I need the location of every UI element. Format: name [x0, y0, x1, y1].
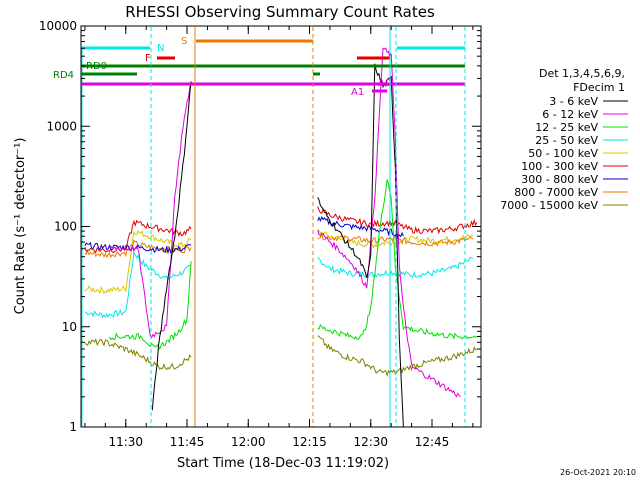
x-tick-label: 12:30	[353, 435, 388, 449]
x-tick-label: 12:15	[292, 435, 327, 449]
series-line-12-25kev-seg0	[108, 261, 192, 351]
y-tick-label: 10000	[39, 19, 77, 33]
y-tick-label: 100	[54, 220, 77, 234]
series-line-50-100kev-seg1	[317, 228, 474, 249]
legend-label: 6 - 12 keV	[542, 108, 598, 121]
series-line-7000-15000kev-seg1	[317, 335, 478, 378]
chart-title: RHESSI Observing Summary Count Rates	[125, 3, 435, 21]
x-tick-label: 12:00	[231, 435, 266, 449]
x-tick-label: 11:30	[108, 435, 143, 449]
legend-header-line2: FDecim 1	[573, 81, 625, 94]
y-tick-label: 1	[69, 420, 77, 434]
plot-layer: NF S RD0 RD4 A1 A0	[53, 27, 478, 428]
flag-label-rd4: RD4	[53, 70, 74, 81]
legend-label: 800 - 7000 keV	[514, 186, 598, 199]
legend-label: 300 - 800 keV	[521, 173, 598, 186]
x-tick-label: 12:45	[415, 435, 450, 449]
flag-label-n: N	[157, 43, 164, 54]
flag-label-a0: A0	[378, 78, 391, 89]
legend-label: 7000 - 15000 keV	[500, 199, 598, 212]
x-tick-label: 11:45	[170, 435, 205, 449]
flag-label-rd0: RD0	[86, 61, 107, 72]
series-line-6-12kev-seg1	[317, 47, 461, 398]
axes-layer: 1 10 100 1000 10000 11:30 11:45 12:00 12:15 12:30…	[39, 19, 481, 449]
series-line-3-6kev-seg0	[151, 81, 192, 411]
legend-label: 12 - 25 keV	[535, 121, 598, 134]
series-line-50-100kev-seg0	[84, 229, 192, 295]
series-line-6-12kev-seg0	[109, 81, 192, 339]
legend-label: 25 - 50 keV	[535, 134, 598, 147]
series-line-100-300kev-seg0	[84, 219, 192, 254]
flag-label-a1: A1	[351, 87, 364, 98]
y-tick-label: 1000	[46, 119, 77, 133]
series-line-12-25kev-seg1	[317, 179, 478, 340]
legend-header-line1: Det 1,3,4,5,6,9,	[539, 67, 625, 80]
flag-label-f: F	[145, 53, 151, 64]
series-line-300-800kev-seg0	[84, 241, 192, 255]
legend-label: 3 - 6 keV	[549, 95, 598, 108]
flag-label-s: S	[181, 36, 187, 47]
series-line-3-6kev-seg1	[317, 63, 404, 428]
series-line-25-50kev-seg0	[84, 250, 192, 319]
footer-timestamp: 26-Oct-2021 20:10	[560, 468, 636, 477]
series-line-25-50kev-seg1	[317, 256, 474, 279]
y-tick-label: 10	[62, 320, 77, 334]
y-axis-label: Count Rate (s⁻¹ detector⁻¹)	[13, 138, 28, 315]
series-line-7000-15000kev-seg0	[84, 338, 192, 371]
x-axis-label: Start Time (18-Dec-03 11:19:02)	[177, 456, 389, 471]
series-line-100-300kev-seg1	[317, 206, 478, 235]
legend-label: 100 - 300 keV	[521, 160, 598, 173]
legend-label: 50 - 100 keV	[528, 147, 598, 160]
